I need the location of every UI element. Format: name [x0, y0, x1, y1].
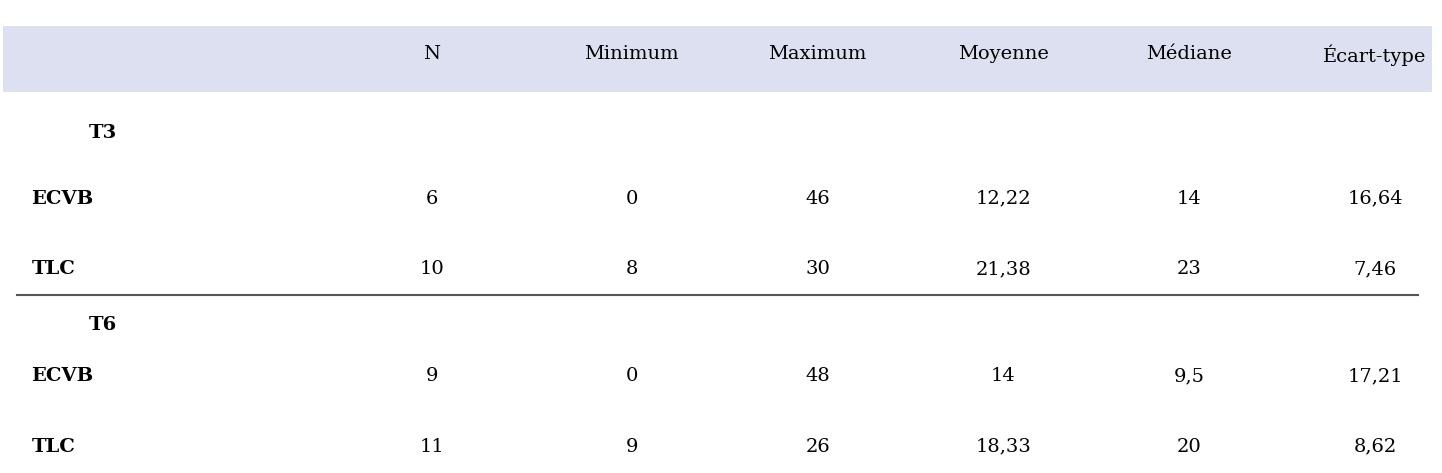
- Text: 8,62: 8,62: [1354, 438, 1397, 455]
- Text: 9,5: 9,5: [1174, 368, 1204, 385]
- Text: 17,21: 17,21: [1347, 368, 1403, 385]
- Text: 23: 23: [1177, 260, 1201, 278]
- Text: ECVB: ECVB: [32, 368, 94, 385]
- Text: 7,46: 7,46: [1354, 260, 1397, 278]
- Text: 9: 9: [425, 368, 438, 385]
- Text: 6: 6: [425, 190, 438, 208]
- Text: ECVB: ECVB: [32, 190, 94, 208]
- Text: Médiane: Médiane: [1146, 45, 1231, 63]
- Text: 46: 46: [805, 190, 831, 208]
- Text: Écart-type: Écart-type: [1324, 45, 1426, 66]
- Text: 16,64: 16,64: [1347, 190, 1403, 208]
- FancyBboxPatch shape: [3, 26, 1432, 92]
- Text: 30: 30: [805, 260, 831, 278]
- Text: 14: 14: [1177, 190, 1201, 208]
- Text: Maximum: Maximum: [769, 45, 867, 63]
- Text: N: N: [423, 45, 440, 63]
- Text: 12,22: 12,22: [976, 190, 1031, 208]
- Text: 11: 11: [420, 438, 444, 455]
- Text: T6: T6: [89, 316, 117, 334]
- Text: 8: 8: [626, 260, 637, 278]
- Text: T3: T3: [89, 124, 117, 142]
- Text: Minimum: Minimum: [584, 45, 679, 63]
- Text: TLC: TLC: [32, 438, 75, 455]
- Text: 0: 0: [626, 190, 637, 208]
- Text: 26: 26: [805, 438, 831, 455]
- Text: 0: 0: [626, 368, 637, 385]
- Text: 21,38: 21,38: [976, 260, 1031, 278]
- Text: 10: 10: [420, 260, 444, 278]
- Text: 18,33: 18,33: [975, 438, 1031, 455]
- Text: 9: 9: [626, 438, 637, 455]
- Text: Moyenne: Moyenne: [957, 45, 1048, 63]
- Text: TLC: TLC: [32, 260, 75, 278]
- Text: 48: 48: [805, 368, 831, 385]
- Text: 20: 20: [1177, 438, 1201, 455]
- Text: 14: 14: [991, 368, 1015, 385]
